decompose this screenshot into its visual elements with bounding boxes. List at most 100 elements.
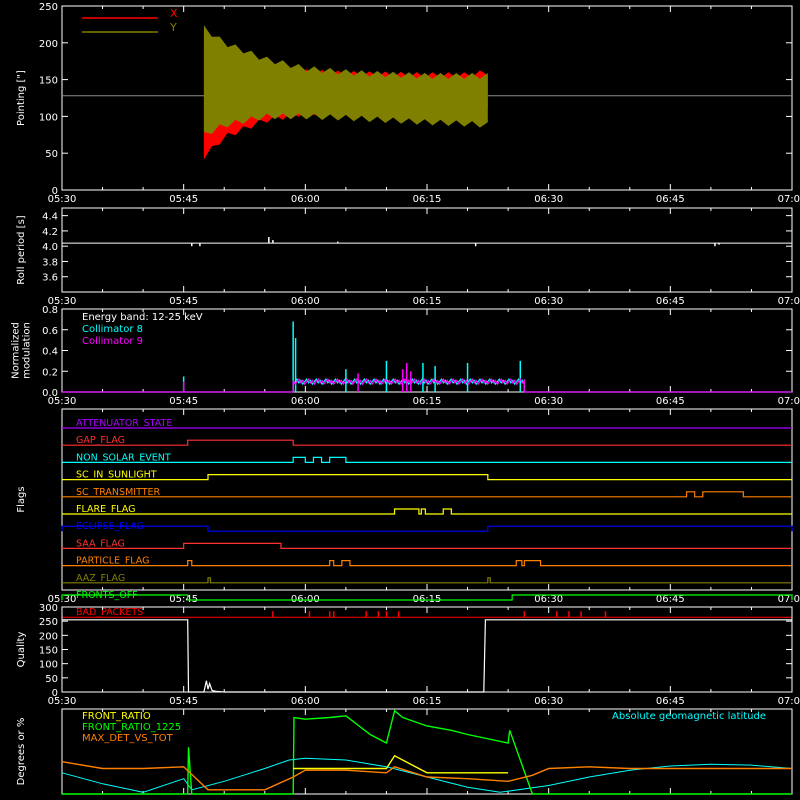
x-tick-label: 05:45 (169, 396, 198, 407)
y-axis-label-line: Pointing ["] (16, 70, 27, 126)
flag-label: SC_TRANSMITTER (76, 487, 161, 498)
flag-label: ECLIPSE_FLAG (76, 521, 144, 532)
y-axis-label-line: Flags (16, 486, 27, 512)
legend-label-front-ratio-1225: FRONT_RATIO_1225 (82, 722, 181, 733)
x-tick-label: 06:00 (291, 396, 320, 407)
series-y-band (203, 25, 488, 135)
flag-trace (62, 577, 792, 584)
flag-trace (62, 439, 792, 446)
y-tick-label: 0 (52, 688, 58, 699)
flag-label: ATTENUATOR_STATE (76, 418, 172, 429)
y-axis-label: Pointing ["] (16, 70, 27, 126)
flag-trace (62, 456, 792, 463)
legend-label-y: Y (169, 21, 177, 34)
x-tick-label: 06:00 (291, 696, 320, 707)
flag-label: SC_IN_SUNLIGHT (76, 470, 157, 481)
x-tick-label: 06:45 (656, 194, 685, 205)
flag-label: GAP_FLAG (76, 435, 125, 446)
ratio-series-3 (61, 761, 792, 791)
y-tick-label: 50 (45, 149, 58, 160)
x-tick-label: 05:45 (169, 696, 198, 707)
y-tick-label: 250 (39, 2, 58, 13)
x-tick-label: 06:45 (656, 396, 685, 407)
modulation-line-1 (62, 377, 792, 393)
flag-row-aaz-flag: AAZ_FLAG (62, 573, 792, 584)
flag-row-fronts-off: FRONTS_OFF (61, 590, 793, 601)
flag-trace (62, 508, 792, 515)
y-axis-label-line: Roll period [s] (16, 215, 27, 284)
flag-trace (61, 525, 793, 532)
y-tick-label: 300 (39, 603, 58, 614)
y-tick-label: 0 (52, 186, 58, 197)
x-tick-label: 07:00 (778, 396, 800, 407)
y-axis-label: Degrees or % (16, 718, 27, 786)
flag-label: PARTICLE_FLAG (76, 556, 149, 567)
ratio-series-2 (293, 754, 509, 774)
flag-trace (62, 491, 792, 498)
y-axis-label-line: Degrees or % (16, 718, 27, 786)
legend-label-max-det-vs-tot: MAX_DET_VS_TOT (82, 733, 174, 744)
panel-modulation: 05:30 05:45 06:00 06:15 06:30 06:45 07:00 Norma… (11, 305, 800, 407)
x-tick-label: 06:45 (656, 296, 685, 307)
y-tick-label: 3.8 (42, 257, 58, 268)
panel-frame-flags (61, 408, 793, 591)
flag-trace (61, 594, 793, 601)
flag-row-eclipse-flag: ECLIPSE_FLAG (61, 521, 793, 532)
x-tick-label: 07:00 (778, 696, 800, 707)
energy-band-annotation: Energy band: 12-25 keV (82, 312, 203, 323)
y-tick-label: 0.6 (42, 326, 58, 337)
x-tick-label: 06:30 (534, 194, 563, 205)
x-tick-label: 06:45 (656, 594, 685, 605)
panel-roll: 05:30 05:45 06:00 06:15 06:30 06:45 07:00 Roll … (16, 207, 800, 307)
y-tick-label: 4.4 (42, 212, 58, 223)
panel-frame-roll (61, 207, 793, 293)
x-tick-label: 07:00 (778, 594, 800, 605)
x-tick-label: 05:30 (48, 396, 77, 407)
x-tick-label: 05:45 (169, 594, 198, 605)
panel-quality: 05:30 05:45 06:00 06:15 06:30 06:45 07:00 Quali… (16, 603, 800, 707)
y-axis-label-line: Quality (16, 632, 27, 668)
flag-label: BAD_PACKETS (76, 607, 143, 618)
y-axis-label-line: modulation (22, 322, 33, 379)
flag-row-saa-flag: SAA_FLAG (62, 538, 792, 549)
y-tick-label: 250 (39, 617, 58, 628)
legend-label-x: X (170, 7, 178, 20)
x-tick-label: 05:45 (169, 296, 198, 307)
y-tick-label: 100 (39, 660, 58, 671)
x-tick-label: 05:30 (48, 194, 77, 205)
x-tick-label: 06:45 (656, 696, 685, 707)
x-tick-label: 06:30 (534, 594, 563, 605)
x-tick-label: 06:00 (291, 296, 320, 307)
x-tick-label: 06:15 (413, 296, 442, 307)
y-tick-label: 0.0 (42, 388, 58, 399)
flag-row-non-solar-event: NON_SOLAR_EVENT (62, 452, 792, 463)
y-tick-label: 0.8 (42, 305, 58, 316)
flag-row-sc-transmitter: SC_TRANSMITTER (62, 487, 792, 498)
flag-row-sc-in-sunlight: SC_IN_SUNLIGHT (62, 470, 792, 481)
y-tick-label: 4.0 (42, 242, 58, 253)
flag-label: FRONTS_OFF (76, 590, 138, 601)
y-tick-label: 100 (39, 112, 58, 123)
ratio-series-0 (61, 757, 793, 793)
flag-row-bad-packets: BAD_PACKETS (62, 607, 792, 618)
y-tick-label: 200 (39, 631, 58, 642)
x-tick-label: 06:30 (534, 296, 563, 307)
y-tick-label: 150 (39, 76, 58, 87)
x-tick-label: 06:00 (291, 194, 320, 205)
y-tick-label: 3.6 (42, 273, 58, 284)
flag-trace (62, 542, 792, 549)
y-tick-label: 0.2 (42, 367, 58, 378)
ratio-series-1 (62, 709, 792, 795)
y-axis-label: Flags (16, 486, 27, 512)
y-tick-label: 4.2 (42, 227, 58, 238)
x-tick-label: 05:45 (169, 194, 198, 205)
flag-trace (62, 560, 792, 567)
x-tick-label: 06:30 (534, 696, 563, 707)
x-tick-label: 05:30 (48, 696, 77, 707)
x-tick-label: 06:15 (413, 696, 442, 707)
legend-label-collimator-9: Collimator 9 (82, 336, 143, 347)
flag-row-particle-flag: PARTICLE_FLAG (62, 556, 792, 567)
legend-label-collimator-8: Collimator 8 (82, 324, 143, 335)
x-tick-label: 06:15 (413, 396, 442, 407)
y-tick-label: 200 (39, 39, 58, 50)
